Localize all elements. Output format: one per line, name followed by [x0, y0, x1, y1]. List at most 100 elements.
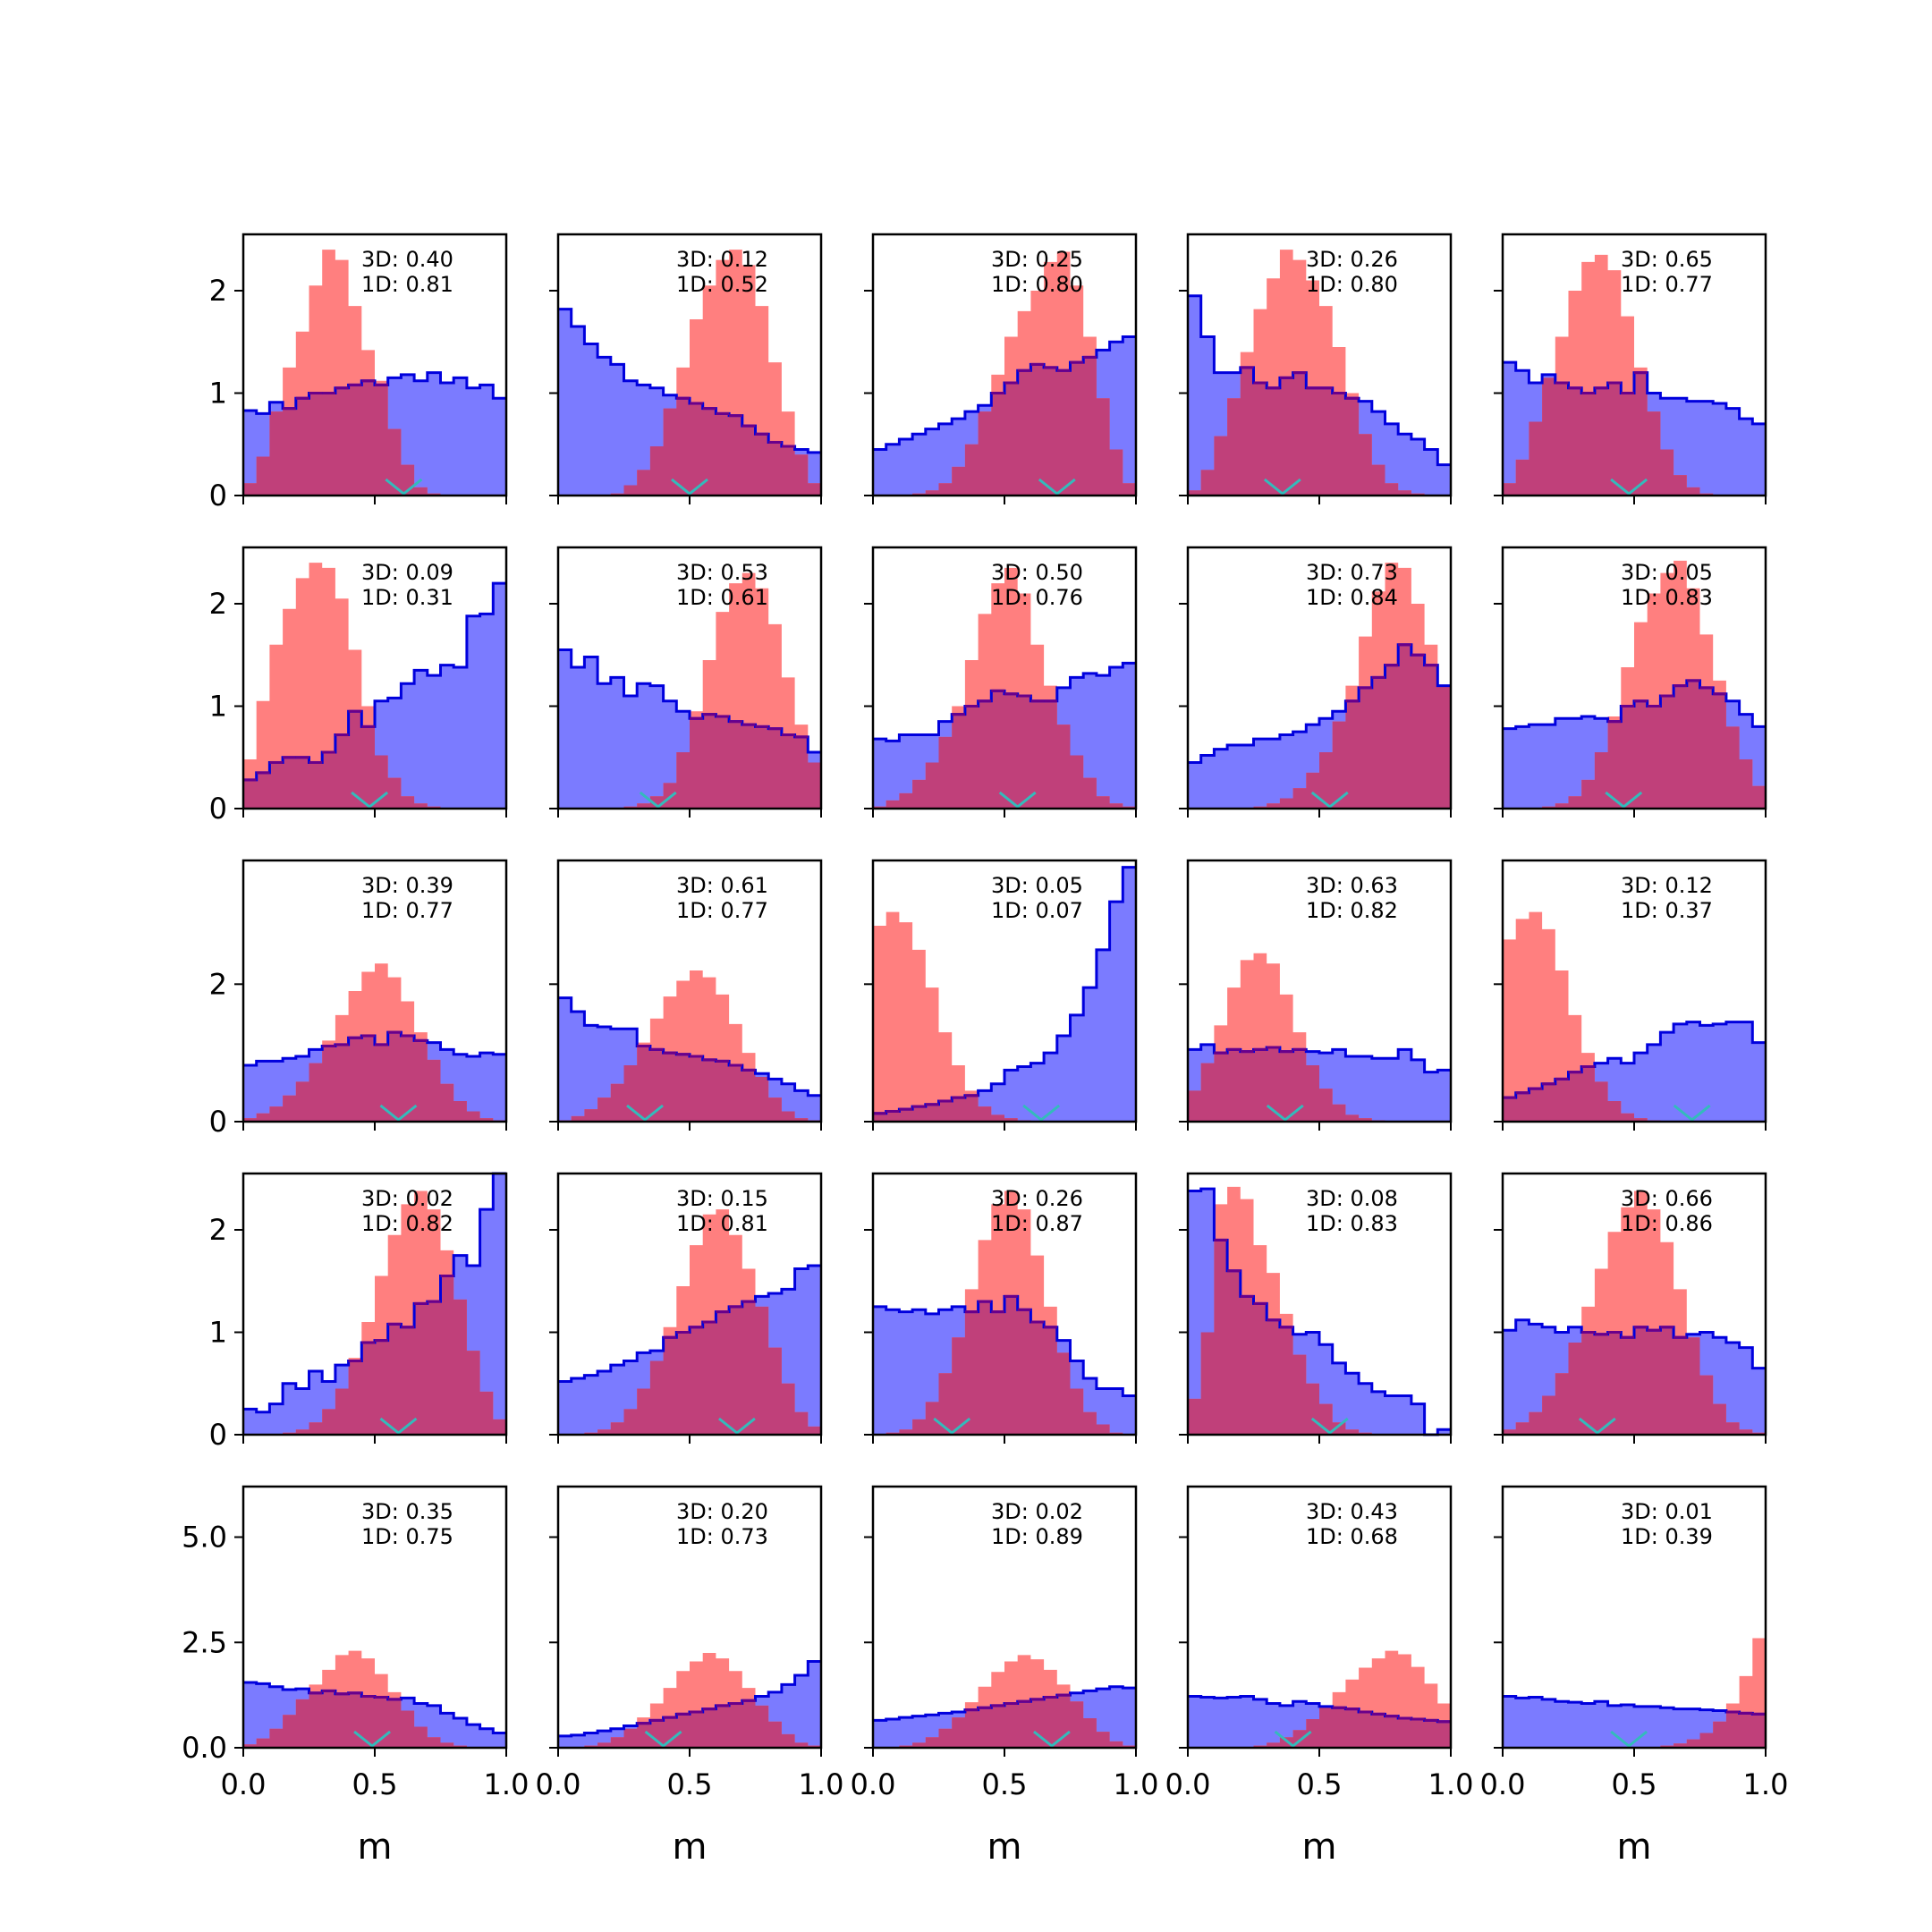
annotation-1d: 1D: 0.76 — [991, 585, 1083, 610]
annotation-3d: 3D: 0.53 — [676, 560, 768, 585]
marker-chevron — [1610, 478, 1648, 496]
marker-chevron — [933, 1417, 971, 1435]
annotation-1d: 1D: 0.52 — [676, 272, 768, 297]
marker-chevron — [717, 1417, 756, 1435]
annotation-1d: 1D: 0.31 — [361, 585, 453, 610]
overlap-histogram-fill — [243, 380, 506, 496]
marker-chevron — [1578, 1417, 1616, 1435]
y-tick-label: 2 — [209, 274, 227, 308]
marker-chevron — [644, 1730, 682, 1748]
overlap-histogram-fill — [873, 691, 1136, 809]
overlap-histogram-fill — [1503, 1326, 1766, 1435]
y-tick-label: 5.0 — [182, 1521, 227, 1555]
annotation-1d: 1D: 0.84 — [1306, 585, 1398, 610]
annotation-3d: 3D: 0.25 — [991, 247, 1083, 272]
annotation-1d: 1D: 0.75 — [361, 1524, 453, 1549]
x-tick-label: 0.0 — [851, 1767, 896, 1801]
y-tick-label: 0 — [209, 792, 227, 826]
overlap-histogram-fill — [558, 1700, 821, 1748]
annotation-3d: 3D: 0.65 — [1621, 247, 1713, 272]
marker-chevron — [1310, 791, 1349, 809]
overlap-histogram-fill — [1188, 367, 1451, 496]
annotation-3d: 3D: 0.66 — [1621, 1186, 1713, 1211]
annotation-1d: 1D: 0.77 — [361, 898, 453, 923]
annotation-3d: 3D: 0.50 — [991, 560, 1083, 585]
overlap-histogram-fill — [873, 357, 1136, 496]
y-tick-label: 2 — [209, 587, 227, 621]
x-tick-label: 0.5 — [352, 1767, 398, 1801]
x-tick-label: 1.0 — [1743, 1767, 1789, 1801]
annotation-1d: 1D: 0.39 — [1621, 1524, 1713, 1549]
x-tick-label: 0.0 — [1165, 1767, 1211, 1801]
annotation-1d: 1D: 0.80 — [991, 272, 1083, 297]
overlap-histogram-fill — [1503, 1066, 1766, 1122]
marker-chevron — [626, 1104, 664, 1122]
x-tick-label: 0.5 — [1612, 1767, 1657, 1801]
annotation-3d: 3D: 0.12 — [676, 247, 768, 272]
overlap-histogram-fill — [558, 1046, 821, 1122]
x-axis-label: m — [673, 1826, 708, 1868]
marker-chevron — [379, 1104, 418, 1122]
annotation-1d: 1D: 0.37 — [1621, 898, 1713, 923]
annotation-3d: 3D: 0.02 — [361, 1186, 453, 1211]
annotation-1d: 1D: 0.83 — [1306, 1211, 1398, 1236]
overlap-histogram-fill — [873, 1695, 1136, 1748]
marker-chevron — [1610, 1730, 1648, 1748]
overlap-histogram-fill — [1503, 1711, 1766, 1748]
annotation-3d: 3D: 0.15 — [676, 1186, 768, 1211]
annotation-1d: 1D: 0.68 — [1306, 1524, 1398, 1549]
marker-chevron — [1310, 1417, 1349, 1435]
y-tick-label: 2 — [209, 1213, 227, 1247]
overlap-histogram-fill — [558, 714, 821, 809]
y-tick-label: 0 — [209, 1418, 227, 1452]
overlap-histogram-fill — [243, 1275, 506, 1435]
annotation-3d: 3D: 0.09 — [361, 560, 453, 585]
x-tick-label: 0.5 — [1297, 1767, 1343, 1801]
annotation-1d: 1D: 0.82 — [1306, 898, 1398, 923]
x-tick-label: 0.0 — [536, 1767, 581, 1801]
overlap-histogram-fill — [558, 398, 821, 496]
overlap-histogram-fill — [1188, 644, 1451, 809]
y-tick-label: 2 — [209, 967, 227, 1001]
annotation-1d: 1D: 0.83 — [1621, 585, 1713, 610]
x-axis-label: m — [358, 1826, 393, 1868]
annotation-1d: 1D: 0.07 — [991, 898, 1083, 923]
marker-chevron — [1266, 1104, 1304, 1122]
annotation-1d: 1D: 0.81 — [361, 272, 453, 297]
x-tick-label: 1.0 — [484, 1767, 530, 1801]
annotation-1d: 1D: 0.80 — [1306, 272, 1398, 297]
x-tick-label: 1.0 — [799, 1767, 844, 1801]
y-tick-label: 1 — [209, 376, 227, 410]
annotation-3d: 3D: 0.05 — [1621, 560, 1713, 585]
annotation-1d: 1D: 0.86 — [1621, 1211, 1713, 1236]
annotation-3d: 3D: 0.40 — [361, 247, 453, 272]
x-tick-label: 0.0 — [221, 1767, 267, 1801]
y-tick-label: 1 — [209, 1315, 227, 1349]
x-axis-label: m — [1302, 1826, 1337, 1868]
overlap-histogram-fill — [1503, 680, 1766, 809]
red-histogram-fill — [1503, 911, 1766, 1122]
x-tick-label: 0.5 — [982, 1767, 1028, 1801]
overlap-histogram-fill — [873, 1296, 1136, 1435]
annotation-3d: 3D: 0.26 — [1306, 247, 1398, 272]
annotation-1d: 1D: 0.77 — [676, 898, 768, 923]
marker-chevron — [351, 791, 389, 809]
annotation-3d: 3D: 0.05 — [991, 873, 1083, 898]
